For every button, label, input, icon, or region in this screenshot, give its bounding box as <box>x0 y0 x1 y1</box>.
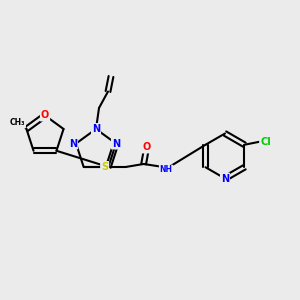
Text: CH₃: CH₃ <box>10 118 25 127</box>
Text: N: N <box>112 139 120 148</box>
Text: N: N <box>92 124 100 134</box>
Text: N: N <box>221 173 229 184</box>
Text: O: O <box>41 110 49 121</box>
Text: S: S <box>101 162 108 172</box>
Text: Cl: Cl <box>260 137 271 147</box>
Text: NH: NH <box>160 166 173 175</box>
Text: N: N <box>69 139 77 148</box>
Text: O: O <box>142 142 151 152</box>
